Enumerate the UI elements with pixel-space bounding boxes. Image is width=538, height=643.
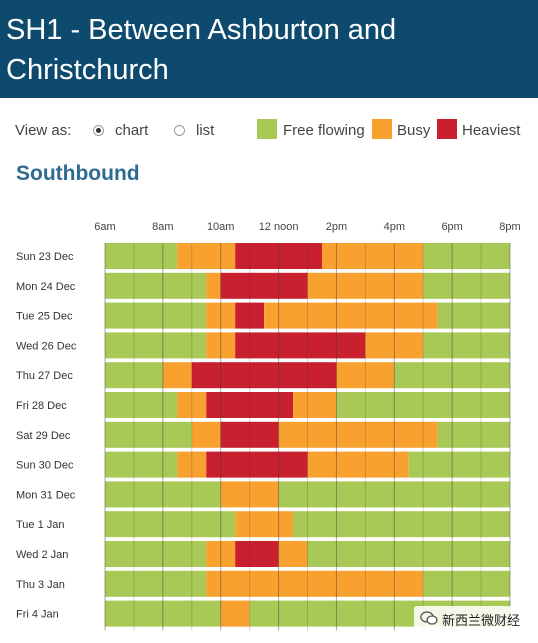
traffic-band (394, 362, 510, 389)
controls-bar: View as: chart list Free flowing Busy He… (0, 116, 538, 146)
traffic-band (220, 481, 279, 508)
traffic-band (105, 570, 207, 597)
row-label: Mon 24 Dec (16, 281, 76, 293)
traffic-band (235, 541, 279, 567)
x-tick-label: 6pm (441, 221, 462, 233)
traffic-band (235, 302, 265, 329)
traffic-band (220, 421, 279, 448)
watermark-text: 新西兰微财经 (442, 614, 521, 629)
traffic-band (307, 451, 409, 478)
x-tick-label: 8am (152, 221, 173, 233)
traffic-heatmap: 6am 8am 10am 12 noon 2pm 4pm 6pm 8pm Sun 23 Dec M… (16, 221, 521, 631)
section-title: Southbound (16, 162, 140, 185)
traffic-band (162, 362, 192, 389)
wechat-icon (420, 611, 438, 625)
free-flowing-swatch (257, 119, 277, 139)
x-tick-label: 12 noon (259, 221, 299, 233)
x-tick-label: 10am (207, 221, 235, 233)
traffic-band (264, 302, 438, 329)
traffic-band (423, 570, 510, 597)
traffic-band (105, 392, 178, 418)
traffic-band (105, 302, 207, 329)
row-label: Thu 3 Jan (16, 579, 65, 591)
traffic-band (105, 481, 221, 508)
traffic-band (206, 541, 236, 567)
traffic-band (307, 272, 424, 299)
traffic-band (206, 392, 294, 418)
row-label: Mon 31 Dec (16, 489, 76, 501)
traffic-band (307, 541, 510, 567)
heaviest-legend-label: Heaviest (462, 122, 521, 139)
row-label: Sun 23 Dec (16, 251, 74, 263)
traffic-band (105, 541, 207, 567)
view-as-label: View as: (15, 122, 72, 139)
row-label: Fri 28 Dec (16, 400, 67, 412)
traffic-band (278, 541, 308, 567)
traffic-band (105, 243, 178, 269)
chart-radio-button[interactable] (93, 125, 104, 136)
traffic-band (206, 302, 236, 329)
traffic-band (423, 243, 510, 269)
traffic-band (177, 451, 207, 478)
chart-option-label[interactable]: chart (115, 122, 149, 139)
traffic-band (191, 421, 221, 448)
traffic-band (321, 243, 424, 269)
traffic-band (105, 421, 192, 448)
x-tick-label: 2pm (326, 221, 347, 233)
row-label: Sat 29 Dec (16, 430, 71, 442)
list-radio-button[interactable] (174, 125, 185, 136)
traffic-band (423, 272, 510, 299)
traffic-band (206, 451, 308, 478)
traffic-band (206, 272, 221, 299)
traffic-band (235, 511, 294, 538)
traffic-band (437, 421, 510, 448)
traffic-band (220, 600, 250, 627)
traffic-band (293, 392, 337, 418)
traffic-band (220, 272, 308, 299)
traffic-band (105, 272, 207, 299)
traffic-band (293, 511, 510, 538)
traffic-band (105, 362, 163, 389)
traffic-band (408, 451, 510, 478)
traffic-band (105, 451, 178, 478)
x-tick-label: 8pm (499, 221, 520, 233)
traffic-band (278, 481, 510, 508)
traffic-band (423, 332, 510, 359)
traffic-band (191, 362, 337, 389)
row-label: Fri 4 Jan (16, 609, 59, 621)
traffic-band (278, 421, 438, 448)
free-flowing-legend-label: Free flowing (283, 122, 365, 139)
busy-swatch (372, 119, 392, 139)
traffic-band (336, 362, 395, 389)
list-option-label[interactable]: list (196, 122, 215, 139)
traffic-band (177, 243, 236, 269)
watermark: 新西兰微财经 (414, 606, 534, 630)
row-label: Tue 25 Dec (16, 311, 73, 323)
page-title: SH1 - Between Ashburton and Christchurch (6, 14, 397, 86)
row-label: Wed 2 Jan (16, 549, 68, 561)
traffic-band (365, 332, 424, 359)
row-label: Sun 30 Dec (16, 460, 74, 472)
traffic-band (235, 243, 322, 269)
traffic-band (235, 332, 366, 359)
traffic-band (177, 392, 207, 418)
heaviest-swatch (437, 119, 457, 139)
busy-legend-label: Busy (397, 122, 431, 139)
traffic-band (206, 570, 424, 597)
row-label: Tue 1 Jan (16, 519, 65, 531)
traffic-band (105, 511, 236, 538)
traffic-band (206, 332, 236, 359)
traffic-band (105, 600, 221, 627)
traffic-band (437, 302, 510, 329)
row-label: Wed 26 Dec (16, 340, 77, 352)
traffic-band (336, 392, 510, 418)
x-tick-label: 4pm (384, 221, 405, 233)
row-label: Thu 27 Dec (16, 370, 73, 382)
traffic-band (105, 332, 207, 359)
page-header: SH1 - Between Ashburton and Christchurch (0, 0, 538, 98)
x-tick-label: 6am (94, 221, 115, 233)
